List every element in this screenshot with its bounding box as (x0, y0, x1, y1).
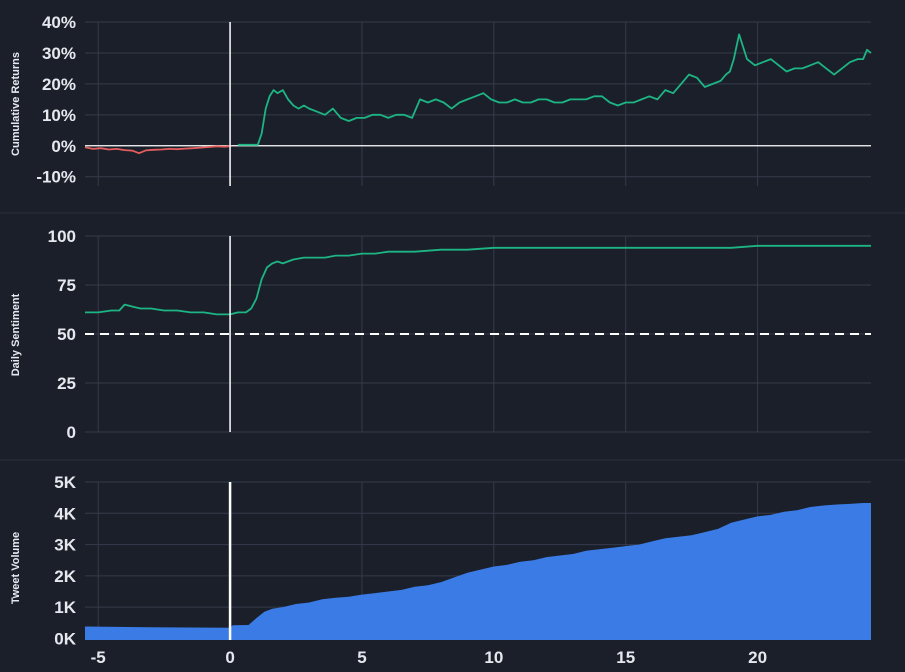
y-tick-label: 0 (67, 423, 76, 442)
y-tick-label: 5K (54, 473, 76, 492)
series-line-1 (238, 33, 872, 146)
y-tick-label: 40% (42, 13, 76, 32)
x-tick-label: 0 (225, 648, 234, 667)
x-tick-label: 5 (357, 648, 366, 667)
y-axis-label: Daily Sentiment (10, 293, 22, 376)
y-axis-label: Cumulative Returns (10, 52, 22, 156)
y-tick-label: 30% (42, 44, 76, 63)
y-tick-label: 20% (42, 75, 76, 94)
series-line-0 (85, 244, 871, 316)
y-axis-label: Tweet Volume (10, 532, 22, 604)
y-tick-label: 3K (54, 536, 76, 555)
x-tick-label: 20 (748, 648, 767, 667)
y-tick-label: 4K (54, 504, 76, 523)
panel-daily-sentiment: 100 75 50 25 0 Daily Sentiment (10, 227, 871, 442)
y-tick-label: -10% (36, 168, 76, 187)
x-tick-label: 15 (616, 648, 635, 667)
y-tick-label: 0% (51, 137, 76, 156)
x-tick-label: -5 (91, 648, 106, 667)
panel-tweet-volume: 5K 4K 3K 2K 1K 0K Tweet Volume -5 0 5 10 15 20 (10, 473, 871, 667)
volume-area (85, 503, 871, 640)
y-tick-label: 0K (54, 629, 76, 648)
x-tick-label: 10 (484, 648, 503, 667)
y-tick-label: 75 (57, 276, 76, 295)
y-tick-label: 2K (54, 567, 76, 586)
y-tick-label: 1K (54, 598, 76, 617)
y-tick-label: 100 (48, 227, 76, 246)
y-tick-label: 50 (57, 325, 76, 344)
panel-cumulative-returns: 40% 30% 20% 10% 0% -10% Cumulative Returns (10, 13, 872, 187)
series-line-0 (84, 145, 232, 155)
y-tick-label: 25 (57, 374, 76, 393)
y-tick-label: 10% (42, 106, 76, 125)
